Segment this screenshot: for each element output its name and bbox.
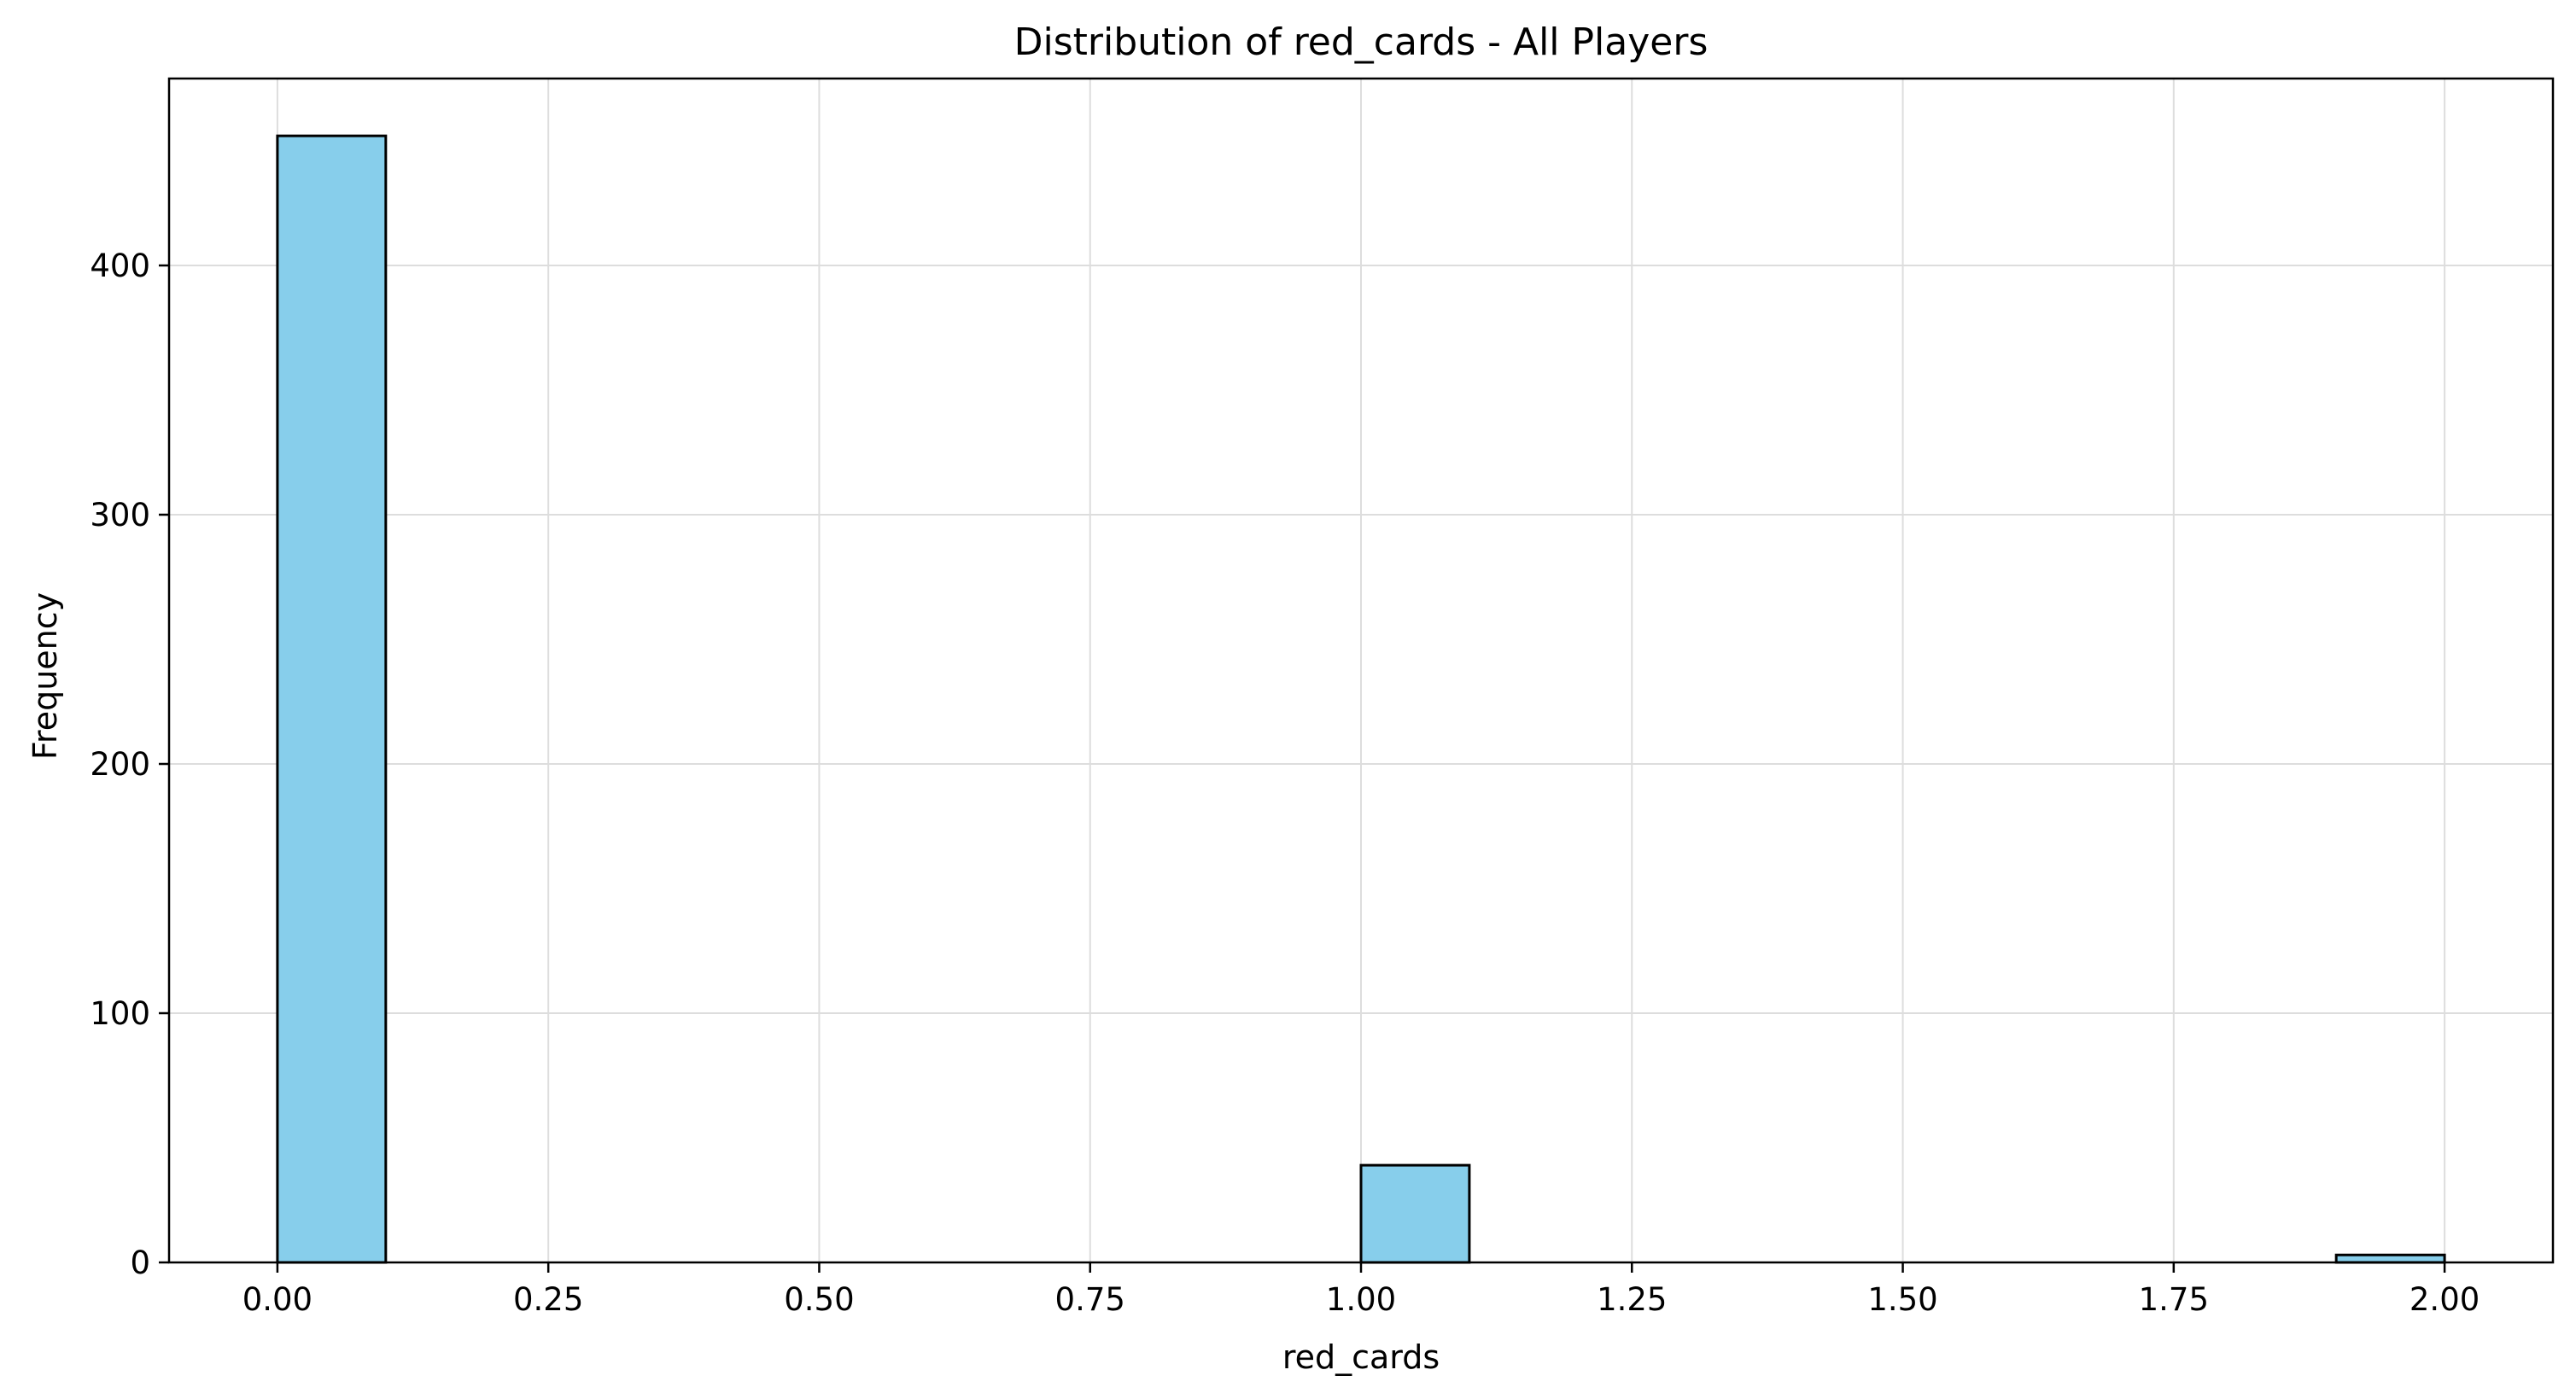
histogram-bar bbox=[276, 134, 388, 1264]
bar-layer bbox=[276, 134, 2446, 1264]
tick-layer: 0.00 0.25 0.50 0.75 1.00 1.25 1.50 1.75 2.00 0 100… bbox=[90, 248, 2480, 1318]
chart-title: Distribution of red_cards - All Players bbox=[1014, 20, 1709, 64]
x-tick-label: 1.00 bbox=[1326, 1281, 1396, 1318]
x-tick-label: 1.75 bbox=[2139, 1281, 2209, 1318]
x-tick-label: 0.00 bbox=[242, 1281, 313, 1318]
y-tick-label: 400 bbox=[90, 248, 150, 284]
x-tick-label: 0.25 bbox=[513, 1281, 583, 1318]
y-tick-label: 100 bbox=[90, 995, 150, 1032]
x-tick-label: 1.25 bbox=[1597, 1281, 1667, 1318]
y-tick-label: 300 bbox=[90, 497, 150, 533]
x-tick-label: 1.50 bbox=[1867, 1281, 1937, 1318]
y-tick-label: 200 bbox=[90, 746, 150, 783]
x-tick-label: 0.50 bbox=[784, 1281, 854, 1318]
histogram-bar bbox=[1359, 1163, 1471, 1264]
x-tick-label: 0.75 bbox=[1055, 1281, 1125, 1318]
histogram-bar bbox=[2334, 1253, 2446, 1264]
x-axis-label: red_cards bbox=[1282, 1338, 1440, 1376]
y-tick-label: 0 bbox=[130, 1245, 150, 1281]
y-axis-label: Frequency bbox=[26, 592, 64, 760]
x-tick-label: 2.00 bbox=[2410, 1281, 2480, 1318]
